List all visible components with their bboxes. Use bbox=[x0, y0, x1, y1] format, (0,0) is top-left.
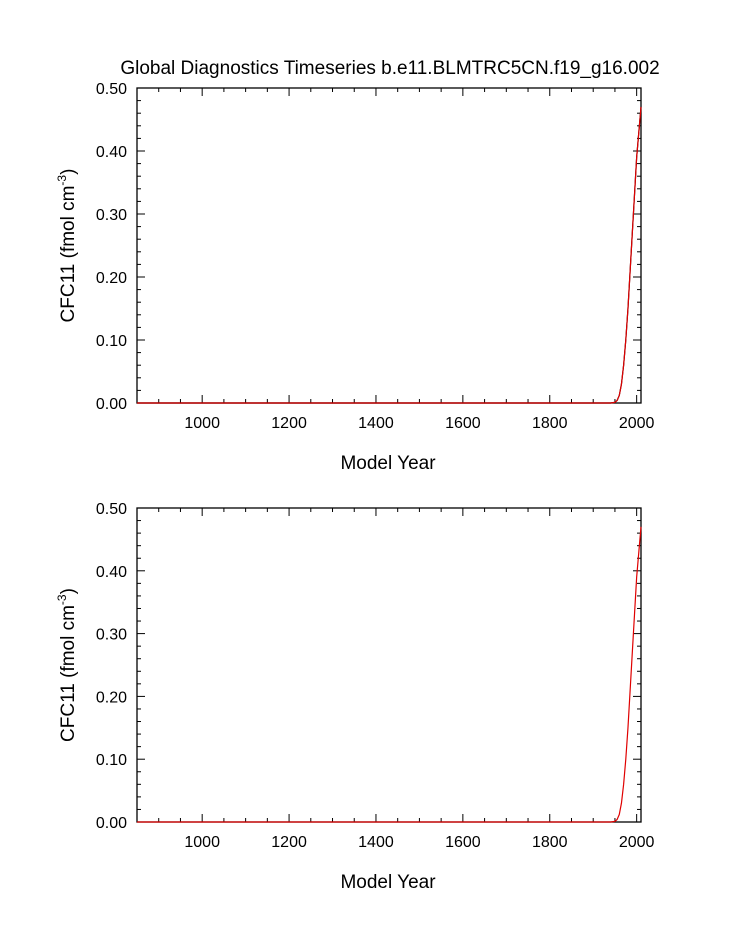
y-tick-label: 0.10 bbox=[96, 333, 127, 350]
x-tick-label: 1000 bbox=[184, 834, 220, 851]
y-axis-label-main: CFC11 (fmol cm bbox=[58, 186, 79, 323]
y-tick-label: 0.50 bbox=[96, 81, 127, 98]
x-tick-label: 2000 bbox=[619, 834, 655, 851]
x-tick-label: 1400 bbox=[358, 415, 394, 432]
x-tick-label: 1800 bbox=[532, 415, 568, 432]
series-line-0 bbox=[137, 526, 642, 823]
plot-frame bbox=[136, 87, 642, 404]
y-axis-label-close: ) bbox=[58, 169, 79, 175]
timeseries-plot-top: 1000 1200 1400 1600 1800 2000 0.00 0.10 0.20 0.30… bbox=[55, 81, 655, 474]
y-tick-label: 0.00 bbox=[96, 396, 127, 413]
x-tick-label: 1200 bbox=[271, 415, 307, 432]
x-tick-label: 1000 bbox=[184, 415, 220, 432]
y-axis-label-close: ) bbox=[58, 588, 79, 594]
y-axis-label: CFC11 (fmol cm-3) bbox=[55, 588, 79, 742]
y-axis-label-exponent: -3 bbox=[55, 175, 69, 186]
y-tick-label: 0.40 bbox=[96, 144, 127, 161]
x-axis-label: Model Year bbox=[340, 453, 436, 474]
y-tick-label: 0.30 bbox=[96, 627, 127, 644]
y-tick-label: 0.50 bbox=[96, 501, 127, 518]
timeseries-plot-bottom: 1000 1200 1400 1600 1800 2000 0.00 0.10 0.20 0.30… bbox=[55, 501, 655, 893]
y-tick-label: 0.00 bbox=[96, 815, 127, 832]
plot-frame bbox=[136, 507, 642, 823]
x-tick-label: 1800 bbox=[532, 834, 568, 851]
y-tick-label: 0.20 bbox=[96, 689, 127, 706]
x-tick-label: 1200 bbox=[271, 834, 307, 851]
x-axis-label: Model Year bbox=[340, 872, 436, 893]
figure-title: Global Diagnostics Timeseries b.e11.BLMT… bbox=[120, 58, 659, 79]
series-line-0 bbox=[137, 106, 642, 404]
y-tick-label: 0.20 bbox=[96, 270, 127, 287]
x-tick-label: 2000 bbox=[619, 415, 655, 432]
y-tick-label: 0.10 bbox=[96, 752, 127, 769]
series-line-1 bbox=[137, 106, 642, 404]
x-tick-label: 1600 bbox=[445, 415, 481, 432]
y-axis-label-exponent: -3 bbox=[55, 594, 69, 605]
x-tick-label: 1600 bbox=[445, 834, 481, 851]
y-tick-label: 0.40 bbox=[96, 564, 127, 581]
y-axis-label-main: CFC11 (fmol cm bbox=[58, 605, 79, 742]
y-axis-label: CFC11 (fmol cm-3) bbox=[55, 169, 79, 323]
x-tick-label: 1400 bbox=[358, 834, 394, 851]
y-tick-label: 0.30 bbox=[96, 207, 127, 224]
